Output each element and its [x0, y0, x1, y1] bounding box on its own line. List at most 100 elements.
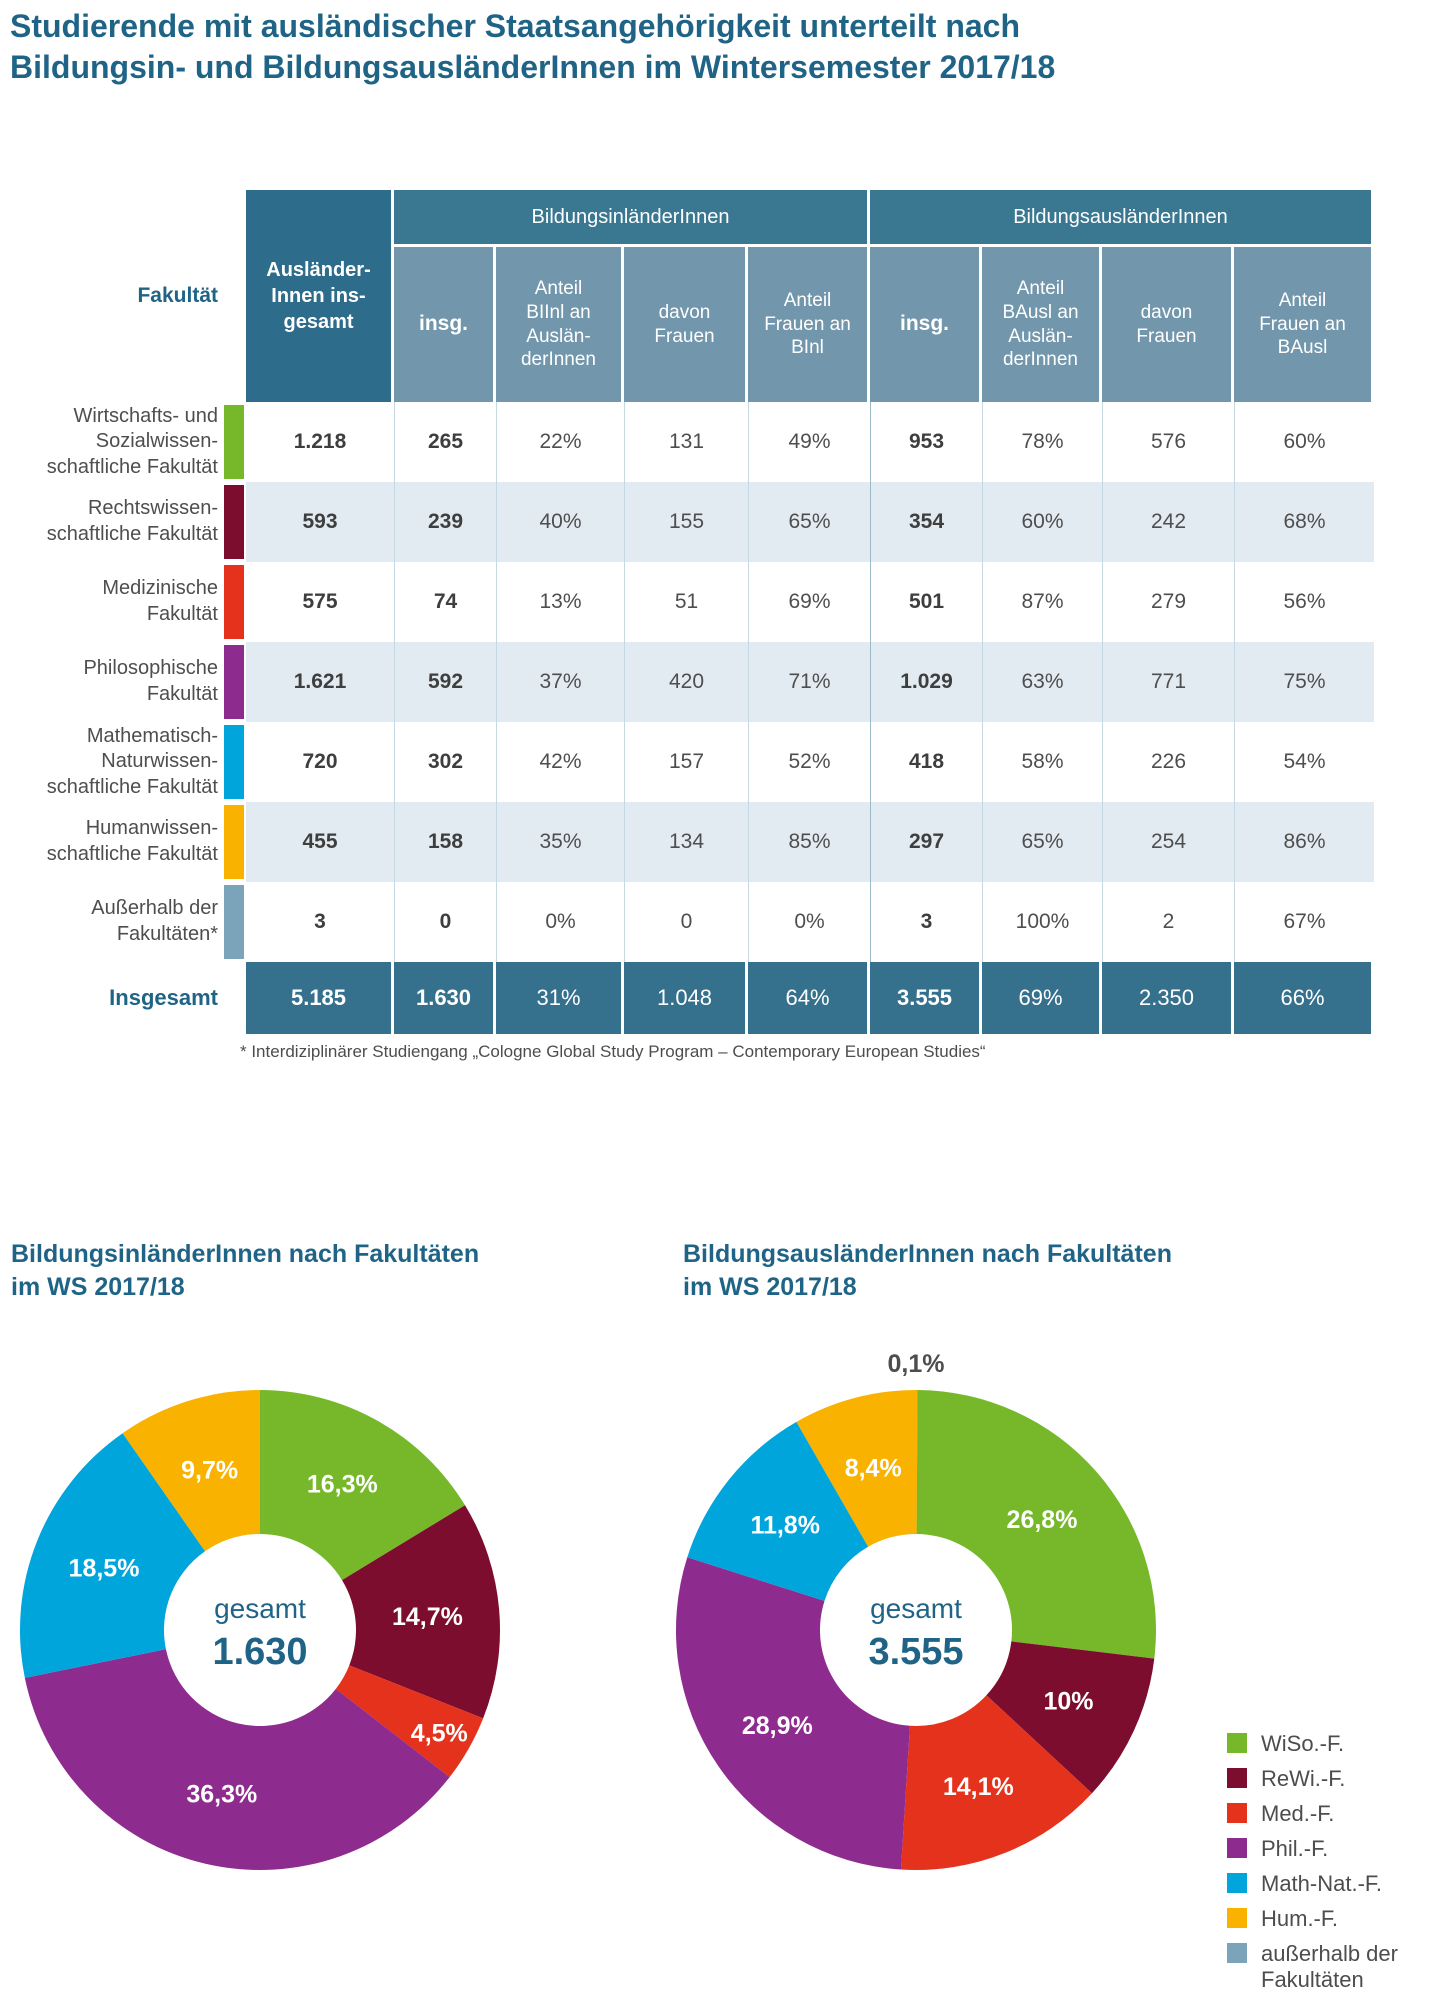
slice-label: 28,9% [742, 1712, 813, 1740]
table-cell: 297 [870, 802, 982, 882]
subheader-anteil-frauen-binl: Anteil Frauen an BInl [748, 247, 870, 402]
table-cell: 3 [314, 910, 326, 933]
subheader-anteil-biinl: Anteil BIInl an Auslän- derInnen [496, 247, 624, 402]
subheader-anteil-bausl: Anteil BAusl an Auslän- derInnen [982, 247, 1102, 402]
table-cell: 576 [1102, 402, 1234, 482]
donut-center-value: 1.630 [212, 1631, 307, 1673]
legend-item: ReWi.-F. [1227, 1766, 1426, 1792]
donut-slice [260, 1390, 466, 1581]
legend-item: WiSo.-F. [1227, 1731, 1426, 1757]
row-color-marker [222, 722, 246, 802]
table-row: Außerhalb der Fakultäten* 3 0 0% 0 0% 3 100% 2 67… [0, 882, 1374, 962]
slice-label: 8,4% [845, 1455, 902, 1483]
table-cell: 51 [624, 562, 748, 642]
table-row: Wirtschafts- und Sozialwissen- schaftlic… [0, 402, 1374, 482]
chart-legend: WiSo.-F. ReWi.-F. Med.-F. Phil.-F. Math-Nat.… [1227, 1731, 1426, 1996]
legend-item: Hum.-F. [1227, 1906, 1426, 1932]
table-cell: 254 [1102, 802, 1234, 882]
row-color-marker [222, 402, 246, 482]
table-cell: 49% [748, 402, 870, 482]
donut-slice [19, 1433, 206, 1678]
legend-label: Phil.-F. [1261, 1836, 1329, 1861]
table-cell: 74 [394, 562, 496, 642]
table-cell: 58% [982, 722, 1102, 802]
table-cell: 771 [1102, 642, 1234, 722]
table-cell: 134 [624, 802, 748, 882]
subheader-anteil-frauen-bausl: Anteil Frauen an BAusl [1234, 247, 1374, 402]
table-cell: 1.029 [870, 642, 982, 722]
group-header-bildungsauslaender: BildungsausländerInnen [870, 190, 1374, 247]
table-cell: 35% [496, 802, 624, 882]
table-row: Mathematisch- Naturwissen- schaftliche F… [0, 722, 1374, 802]
slice-label: 11,8% [750, 1512, 820, 1540]
chart-title-bildungsauslaender: BildungsausländerInnen nach Fakultäten i… [683, 1240, 1172, 1301]
legend-swatch [1227, 1908, 1247, 1928]
table-cell: 52% [748, 722, 870, 802]
legend-item: Med.-F. [1227, 1801, 1426, 1827]
table-cell: 1.218 [293, 430, 347, 453]
table-cell: 100% [982, 882, 1102, 962]
table-cell: 0 [394, 882, 496, 962]
table-cell: 68% [1234, 482, 1374, 562]
donut-center-label: gesamt [214, 1593, 306, 1624]
table-body: Wirtschafts- und Sozialwissen- schaftlic… [0, 402, 1374, 962]
subheader-insg-bausl: insg. [870, 247, 982, 402]
subheader-insg-binl: insg. [394, 247, 496, 402]
legend-label: ReWi.-F. [1261, 1766, 1346, 1791]
table-cell: 63% [982, 642, 1102, 722]
table-cell: 56% [1234, 562, 1374, 642]
table-cell: 85% [748, 802, 870, 882]
total-cell: 64% [748, 962, 870, 1034]
legend-label: Math-Nat.-F. [1261, 1871, 1383, 1896]
table-cell: 131 [624, 402, 748, 482]
slice-label: 16,3% [307, 1471, 378, 1499]
total-cell: 2.350 [1102, 962, 1234, 1034]
slice-label-outside: 0,1% [888, 1350, 945, 1378]
table-cell: 3 [870, 882, 982, 962]
legend-item: außerhalb der Fakultäten [1227, 1941, 1426, 1993]
donut-slice [916, 1390, 1156, 1659]
slice-label: 36,3% [186, 1781, 257, 1809]
table-cell: 155 [624, 482, 748, 562]
legend-item: Phil.-F. [1227, 1836, 1426, 1862]
table-cell: 420 [624, 642, 748, 722]
total-cell: 1.630 [394, 962, 496, 1034]
total-cell: 69% [982, 962, 1102, 1034]
header-auslaender-gesamt: Ausländer- Innen ins- gesamt [246, 190, 394, 402]
donut-slice [986, 1641, 1155, 1794]
table-cell: 158 [394, 802, 496, 882]
table-cell: 239 [394, 482, 496, 562]
row-label: Philosophische Fakultät [83, 657, 218, 705]
legend-item: Math-Nat.-F. [1227, 1871, 1426, 1897]
table-cell: 265 [394, 402, 496, 482]
row-label: Medizinische Fakultät [102, 577, 218, 625]
table-cell: 86% [1234, 802, 1374, 882]
table-cell: 953 [870, 402, 982, 482]
donut-chart-bildungsauslaender: 0,1% 26,8% 10% 14,1% 28,9% 11,8% 8,4% gesamt 3.5… [675, 1350, 1156, 1871]
slice-label: 9,7% [181, 1457, 238, 1485]
subheader-davon-frauen-binl: davon Frauen [624, 247, 748, 402]
row-label: Humanwissen- schaftliche Fakultät [46, 817, 218, 865]
legend-swatch [1227, 1768, 1247, 1788]
table-row: Medizinische Fakultät 575 74 13% 51 69% 501 87%… [0, 562, 1374, 642]
table-cell: 455 [302, 830, 338, 853]
table-cell: 720 [302, 750, 338, 773]
table-cell: 0% [496, 882, 624, 962]
table-cell: 418 [870, 722, 982, 802]
donut-chart-bildungsinlaender: 16,3% 14,7% 4,5% 36,3% 18,5% 9,7% gesamt 1.630 [19, 1390, 501, 1871]
legend-swatch [1227, 1838, 1247, 1858]
table-cell: 42% [496, 722, 624, 802]
table-cell: 69% [748, 562, 870, 642]
legend-label: Hum.-F. [1261, 1906, 1338, 1931]
table-cell: 13% [496, 562, 624, 642]
donut-slice [687, 1421, 869, 1601]
table-cell: 75% [1234, 642, 1374, 722]
table-cell: 40% [496, 482, 624, 562]
slice-label: 14,1% [943, 1773, 1014, 1801]
table-total-row: Insgesamt 5.185 1.630 31% 1.048 64% 3.555 69% 2… [0, 962, 1374, 1034]
group-header-bildungsinlaender: BildungsinländerInnen [394, 190, 870, 247]
legend-swatch [1227, 1733, 1247, 1753]
table-cell: 65% [982, 802, 1102, 882]
table-cell: 0% [748, 882, 870, 962]
